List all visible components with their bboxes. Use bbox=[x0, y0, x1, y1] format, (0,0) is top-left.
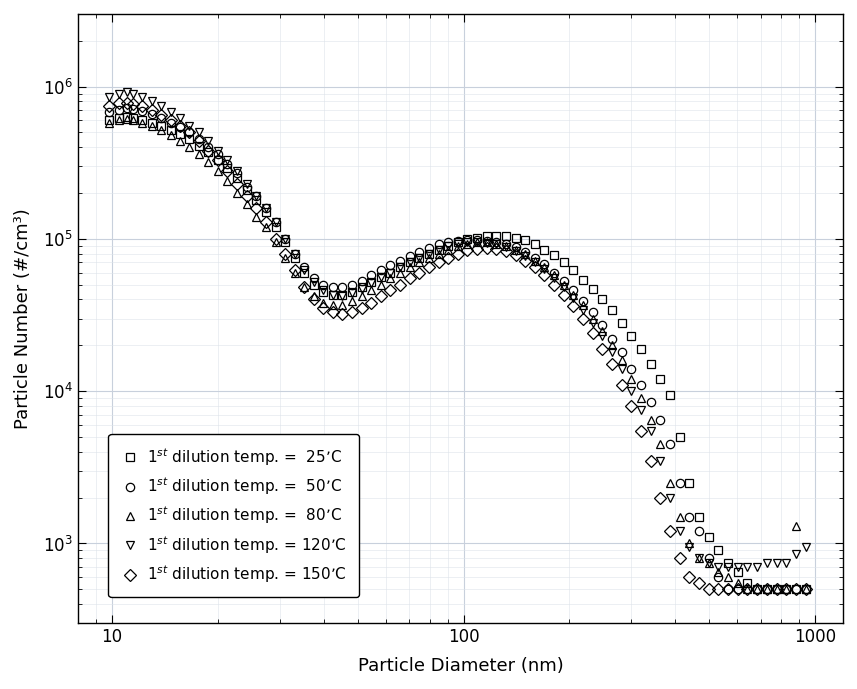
1$^{st}$ dilution temp. = 150’C bbox=[337, 310, 347, 318]
1$^{st}$ dilution temp. = 120’C bbox=[104, 93, 114, 101]
1$^{st}$ dilution temp. =  50’C bbox=[122, 104, 132, 112]
1$^{st}$ dilution temp. =  50’C bbox=[251, 192, 261, 200]
1$^{st}$ dilution temp. = 120’C bbox=[500, 243, 511, 251]
1$^{st}$ dilution temp. =  80’C bbox=[800, 585, 811, 593]
1$^{st}$ dilution temp. = 120’C bbox=[122, 88, 132, 96]
1$^{st}$ dilution temp. = 150’C bbox=[491, 245, 501, 253]
1$^{st}$ dilution temp. =  50’C bbox=[491, 238, 501, 247]
1$^{st}$ dilution temp. = 120’C bbox=[261, 204, 271, 212]
1$^{st}$ dilution temp. =  80’C bbox=[251, 212, 261, 220]
1$^{st}$ dilution temp. =  80’C bbox=[337, 300, 347, 309]
1$^{st}$ dilution temp. = 150’C bbox=[251, 204, 261, 212]
1$^{st}$ dilution temp. =  50’C bbox=[261, 204, 271, 212]
Legend: 1$^{st}$ dilution temp. =  25’C, 1$^{st}$ dilution temp. =  50’C, 1$^{st}$ dilut: 1$^{st}$ dilution temp. = 25’C, 1$^{st}$… bbox=[109, 433, 359, 597]
1$^{st}$ dilution temp. =  25’C bbox=[491, 232, 501, 240]
1$^{st}$ dilution temp. =  50’C bbox=[800, 585, 811, 593]
1$^{st}$ dilution temp. = 150’C bbox=[752, 585, 762, 593]
Line: 1$^{st}$ dilution temp. = 150’C: 1$^{st}$ dilution temp. = 150’C bbox=[105, 99, 810, 593]
1$^{st}$ dilution temp. = 120’C bbox=[491, 240, 501, 249]
1$^{st}$ dilution temp. =  80’C bbox=[491, 240, 501, 248]
1$^{st}$ dilution temp. =  80’C bbox=[122, 115, 132, 123]
1$^{st}$ dilution temp. =  80’C bbox=[752, 585, 762, 593]
1$^{st}$ dilution temp. = 150’C bbox=[104, 101, 114, 110]
1$^{st}$ dilution temp. = 120’C bbox=[713, 563, 723, 571]
1$^{st}$ dilution temp. =  25’C bbox=[122, 113, 132, 121]
1$^{st}$ dilution temp. = 120’C bbox=[752, 563, 762, 571]
1$^{st}$ dilution temp. =  25’C bbox=[742, 579, 752, 587]
X-axis label: Particle Diameter (nm): Particle Diameter (nm) bbox=[357, 657, 563, 675]
Y-axis label: Particle Number (#/cm³): Particle Number (#/cm³) bbox=[14, 208, 32, 429]
1$^{st}$ dilution temp. =  25’C bbox=[337, 291, 347, 299]
1$^{st}$ dilution temp. =  80’C bbox=[500, 242, 511, 250]
Line: 1$^{st}$ dilution temp. = 120’C: 1$^{st}$ dilution temp. = 120’C bbox=[105, 88, 810, 571]
Line: 1$^{st}$ dilution temp. =  80’C: 1$^{st}$ dilution temp. = 80’C bbox=[105, 115, 810, 593]
1$^{st}$ dilution temp. =  25’C bbox=[800, 585, 811, 593]
1$^{st}$ dilution temp. =  50’C bbox=[722, 585, 733, 593]
Line: 1$^{st}$ dilution temp. =  50’C: 1$^{st}$ dilution temp. = 50’C bbox=[105, 104, 810, 593]
1$^{st}$ dilution temp. =  50’C bbox=[752, 585, 762, 593]
1$^{st}$ dilution temp. =  50’C bbox=[500, 240, 511, 249]
1$^{st}$ dilution temp. = 150’C bbox=[114, 99, 124, 107]
1$^{st}$ dilution temp. = 150’C bbox=[500, 247, 511, 256]
1$^{st}$ dilution temp. =  80’C bbox=[261, 223, 271, 231]
1$^{st}$ dilution temp. = 120’C bbox=[251, 192, 261, 200]
1$^{st}$ dilution temp. =  25’C bbox=[500, 232, 511, 240]
1$^{st}$ dilution temp. =  50’C bbox=[337, 283, 347, 291]
1$^{st}$ dilution temp. = 150’C bbox=[704, 585, 714, 593]
1$^{st}$ dilution temp. = 150’C bbox=[800, 585, 811, 593]
1$^{st}$ dilution temp. = 120’C bbox=[337, 292, 347, 300]
1$^{st}$ dilution temp. =  25’C bbox=[251, 196, 261, 204]
1$^{st}$ dilution temp. = 150’C bbox=[261, 218, 271, 226]
1$^{st}$ dilution temp. =  50’C bbox=[104, 108, 114, 116]
1$^{st}$ dilution temp. =  80’C bbox=[104, 119, 114, 127]
1$^{st}$ dilution temp. =  25’C bbox=[261, 208, 271, 216]
1$^{st}$ dilution temp. =  80’C bbox=[742, 585, 752, 593]
1$^{st}$ dilution temp. =  25’C bbox=[104, 116, 114, 125]
Line: 1$^{st}$ dilution temp. =  25’C: 1$^{st}$ dilution temp. = 25’C bbox=[105, 113, 810, 593]
1$^{st}$ dilution temp. =  25’C bbox=[752, 585, 762, 593]
1$^{st}$ dilution temp. = 120’C bbox=[800, 543, 811, 551]
